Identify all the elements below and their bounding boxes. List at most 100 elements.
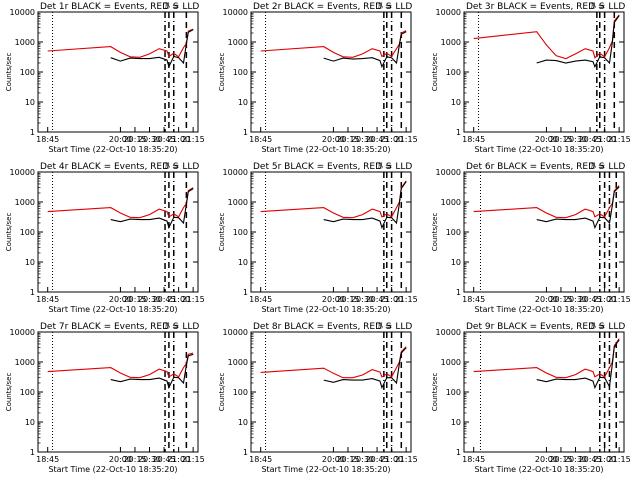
panel-annotation: ℬ S <box>376 2 392 12</box>
y-tick-label: 1 <box>243 288 248 297</box>
panel-annotation: ℬ S <box>376 162 392 172</box>
y-tick-label: 1 <box>243 448 248 457</box>
panel-annotation: ℬ S <box>163 162 179 172</box>
lld-series-line <box>260 30 407 58</box>
y-tick-label: 100 <box>20 68 35 77</box>
x-tick-label: 18:45 <box>36 295 59 304</box>
panel-title: Det 5r BLACK = Events, RED = LLD <box>253 162 412 172</box>
x-tick-label: 20:00 <box>322 455 345 464</box>
x-tick-label: 20:30 <box>351 455 374 464</box>
panel-annotation: ℬ S <box>589 2 605 12</box>
x-tick-label: 20:30 <box>351 135 374 144</box>
x-tick-label: 18:45 <box>462 135 485 144</box>
x-tick-label: 21:15 <box>182 455 205 464</box>
y-tick-label: 10000 <box>223 168 248 177</box>
x-tick-label: 18:45 <box>249 455 272 464</box>
x-tick-label: 21:15 <box>608 135 631 144</box>
x-tick-label: 18:45 <box>249 135 272 144</box>
events-series-line <box>323 31 407 69</box>
y-tick-label: 1000 <box>441 198 461 207</box>
y-tick-label: 1 <box>243 128 248 137</box>
x-tick-label: 21:00 <box>380 455 403 464</box>
x-tick-label: 20:30 <box>564 135 587 144</box>
x-tick-label: 20:45 <box>153 135 176 144</box>
x-tick-label: 20:15 <box>123 455 146 464</box>
y-tick-label: 10 <box>25 418 35 427</box>
x-axis-label: Start Time (22-Oct-10 18:35:20) <box>474 465 603 474</box>
x-tick-label: 20:00 <box>535 295 558 304</box>
y-tick-label: 1 <box>456 448 461 457</box>
x-tick-label: 20:30 <box>564 295 587 304</box>
panel-title: Det 3r BLACK = Events, RED = LLD <box>466 2 625 12</box>
y-tick-label: 10 <box>25 258 35 267</box>
x-tick-label: 20:15 <box>123 295 146 304</box>
x-axis-label: Start Time (22-Oct-10 18:35:20) <box>261 145 390 154</box>
panel-title: Det 9r BLACK = Events, RED = LLD <box>466 322 625 332</box>
y-tick-label: 1000 <box>441 38 461 47</box>
x-tick-label: 20:30 <box>138 295 161 304</box>
panel-annotation: ℬ S <box>589 322 605 332</box>
y-tick-label: 1 <box>30 288 35 297</box>
lld-series-line <box>260 180 407 219</box>
x-tick-label: 20:15 <box>336 295 359 304</box>
panel-annotation: ℬ S <box>163 322 179 332</box>
x-tick-label: 20:00 <box>322 295 345 304</box>
x-tick-label: 20:15 <box>336 135 359 144</box>
x-tick-label: 21:00 <box>167 135 190 144</box>
x-tick-label: 21:00 <box>380 135 403 144</box>
y-axis-label: Counts/sec <box>5 53 13 92</box>
lld-series-line <box>47 28 194 58</box>
x-tick-label: 18:45 <box>36 135 59 144</box>
x-tick-label: 20:45 <box>153 295 176 304</box>
x-tick-label: 20:00 <box>109 455 132 464</box>
y-axis-label: Counts/sec <box>218 373 226 412</box>
x-tick-label: 20:30 <box>138 135 161 144</box>
x-tick-label: 21:00 <box>167 295 190 304</box>
y-tick-label: 10000 <box>10 168 35 177</box>
y-axis-label: Counts/sec <box>5 213 13 252</box>
panel-title: Det 2r BLACK = Events, RED = LLD <box>253 2 412 12</box>
x-tick-label: 20:45 <box>579 295 602 304</box>
y-tick-label: 100 <box>233 228 248 237</box>
panel-annotation: ℬ S <box>163 2 179 12</box>
y-tick-label: 1000 <box>228 38 248 47</box>
y-tick-label: 1 <box>456 288 461 297</box>
y-tick-label: 10000 <box>223 8 248 17</box>
x-tick-label: 20:30 <box>351 295 374 304</box>
x-tick-label: 21:00 <box>167 455 190 464</box>
x-tick-label: 18:45 <box>462 455 485 464</box>
y-tick-label: 10 <box>238 418 248 427</box>
x-tick-label: 21:15 <box>608 455 631 464</box>
y-tick-label: 100 <box>20 388 35 397</box>
x-tick-label: 20:30 <box>138 455 161 464</box>
x-tick-label: 20:30 <box>564 455 587 464</box>
lld-series-line <box>473 338 620 379</box>
x-tick-label: 18:45 <box>462 295 485 304</box>
events-series-line <box>536 15 620 69</box>
y-tick-label: 100 <box>446 68 461 77</box>
panel-title: Det 1r BLACK = Events, RED = LLD <box>40 2 199 12</box>
panel-title: Det 6r BLACK = Events, RED = LLD <box>466 162 625 172</box>
x-tick-label: 20:45 <box>153 455 176 464</box>
x-tick-label: 21:00 <box>593 455 616 464</box>
y-axis-label: Counts/sec <box>5 373 13 412</box>
lld-series-line <box>47 187 194 219</box>
x-tick-label: 20:45 <box>579 455 602 464</box>
events-series-line <box>536 186 620 230</box>
x-tick-label: 20:45 <box>366 455 389 464</box>
y-tick-label: 10 <box>238 258 248 267</box>
x-axis-label: Start Time (22-Oct-10 18:35:20) <box>48 305 177 314</box>
x-axis-label: Start Time (22-Oct-10 18:35:20) <box>474 305 603 314</box>
y-tick-label: 10 <box>451 258 461 267</box>
y-axis-label: Counts/sec <box>431 373 439 412</box>
y-tick-label: 1000 <box>441 358 461 367</box>
x-axis-label: Start Time (22-Oct-10 18:35:20) <box>48 465 177 474</box>
y-tick-label: 100 <box>20 228 35 237</box>
